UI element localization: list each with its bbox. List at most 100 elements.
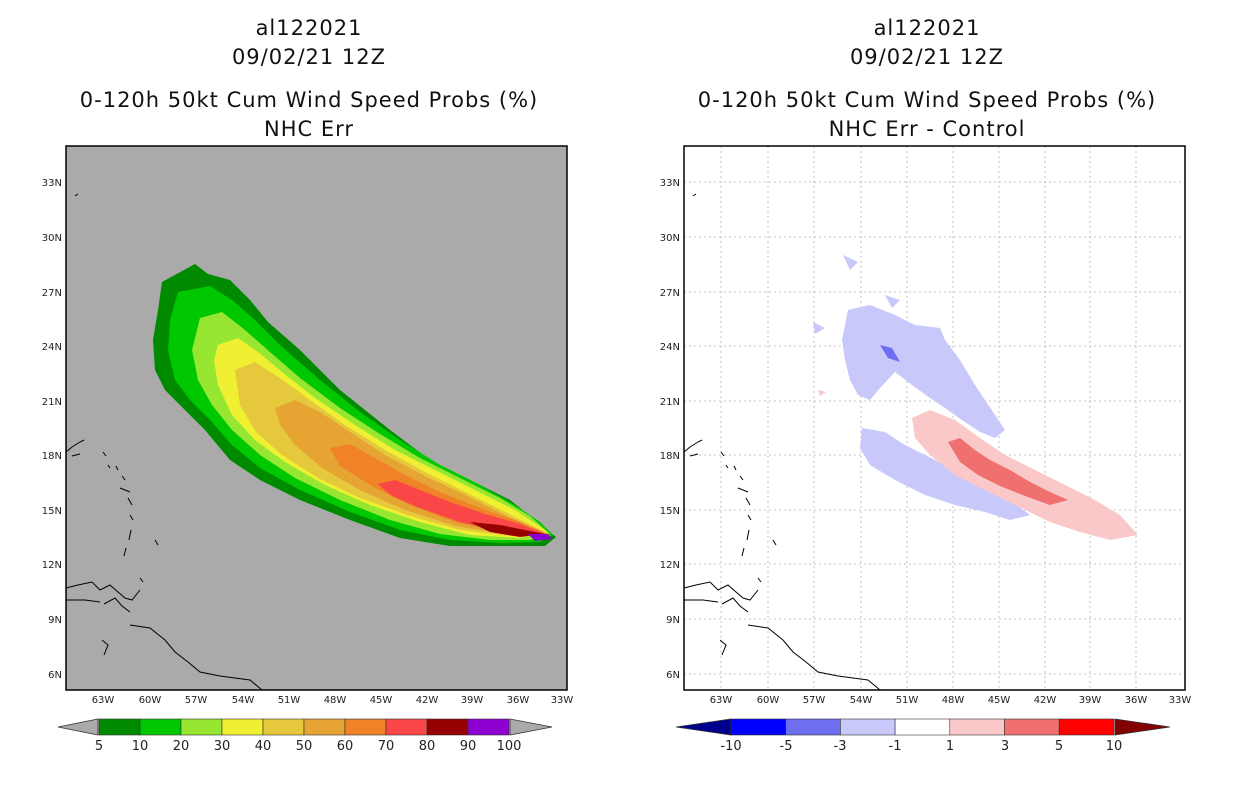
- left-colorbar: 5 10 20 30 40 50 60 70 80 90 100: [57, 718, 553, 754]
- right-colorbar-swatch: [1058, 718, 1115, 736]
- right-lon-label: 54W: [850, 695, 873, 706]
- diff-neg-1: [843, 255, 858, 270]
- left-lat-label: 9N: [48, 615, 62, 626]
- left-axis-ticks: 63W 60W 57W 54W 51W 48W 45W 42W 39W 36W …: [42, 178, 574, 706]
- left-colorbar-label: 70: [378, 739, 395, 754]
- right-colorbar-label: -10: [720, 739, 741, 754]
- diff-pos-1: [912, 410, 1138, 540]
- left-colorbar-swatch: [98, 718, 141, 736]
- right-colorbar-swatch: [949, 718, 1005, 736]
- left-colorbar-under-arrow: [57, 718, 99, 736]
- left-product-title: 0-120h 50kt Cum Wind Speed Probs (%): [79, 88, 539, 112]
- left-colorbar-label: 10: [132, 739, 149, 754]
- left-colorbar-swatch: [262, 718, 305, 736]
- left-lon-label: 60W: [139, 695, 162, 706]
- right-coastlines: [683, 193, 881, 691]
- prob-60: [330, 444, 548, 534]
- left-datetime: 09/02/21 12Z: [231, 45, 387, 69]
- right-colorbar-swatch: [840, 718, 896, 736]
- left-map-frame: [65, 145, 568, 691]
- right-lat-label: 27N: [660, 288, 680, 299]
- right-colorbar-swatch: [894, 718, 951, 736]
- right-lon-label: 36W: [1125, 695, 1148, 706]
- left-colorbar-swatch: [344, 718, 387, 736]
- left-lat-label: 30N: [42, 233, 62, 244]
- right-lat-label: 24N: [660, 342, 680, 353]
- left-colorbar-swatch: [303, 718, 346, 736]
- right-colorbar-label: -5: [780, 739, 793, 754]
- right-lon-label: 33W: [1169, 695, 1192, 706]
- left-colorbar-label: 100: [497, 739, 522, 754]
- left-colorbar-label: 40: [255, 739, 272, 754]
- right-lat-label: 9N: [666, 615, 680, 626]
- left-colorbar-swatch: [426, 718, 469, 736]
- left-colorbar-label: 5: [95, 739, 103, 754]
- left-map: 63W 60W 57W 54W 51W 48W 45W 42W 39W 36W …: [42, 145, 574, 754]
- right-map: 63W 60W 57W 54W 51W 48W 45W 42W 39W 36W …: [660, 145, 1192, 754]
- right-storm-id: al122021: [873, 16, 981, 40]
- prob-80: [470, 522, 545, 537]
- right-lat-label: 30N: [660, 233, 680, 244]
- left-colorbar-swatch: [467, 718, 510, 736]
- right-lon-label: 60W: [757, 695, 780, 706]
- right-lat-label: 12N: [660, 560, 680, 571]
- right-lon-label: 39W: [1079, 695, 1102, 706]
- right-lon-label: 48W: [942, 695, 965, 706]
- left-lat-label: 15N: [42, 506, 62, 517]
- right-colorbar-over-arrow: [1114, 718, 1171, 736]
- left-colorbar-label: 50: [296, 739, 313, 754]
- left-lon-label: 33W: [551, 695, 574, 706]
- left-colorbar-label: 80: [419, 739, 436, 754]
- prob-90: [528, 534, 552, 541]
- prob-30: [214, 338, 548, 538]
- left-lon-label: 51W: [278, 695, 301, 706]
- right-subtitle: NHC Err - Control: [828, 117, 1026, 141]
- left-lon-label: 63W: [92, 695, 115, 706]
- right-lon-label: 45W: [988, 695, 1011, 706]
- right-colorbar-under-arrow: [675, 718, 732, 736]
- right-lat-label: 6N: [666, 670, 680, 681]
- right-axis-ticks: 63W 60W 57W 54W 51W 48W 45W 42W 39W 36W …: [660, 178, 1192, 706]
- right-lon-label: 51W: [896, 695, 919, 706]
- left-lat-label: 6N: [48, 670, 62, 681]
- left-lon-label: 57W: [185, 695, 208, 706]
- left-lat-label: 27N: [42, 288, 62, 299]
- left-lat-label: 18N: [42, 451, 62, 462]
- right-colorbar-label: 1: [946, 739, 954, 754]
- right-lat-label: 21N: [660, 397, 680, 408]
- prob-50: [275, 400, 545, 534]
- right-lon-label: 57W: [803, 695, 826, 706]
- right-lat-label: 33N: [660, 178, 680, 189]
- right-lon-label: 63W: [710, 695, 733, 706]
- left-colorbar-label: 60: [337, 739, 354, 754]
- right-colorbar: -10 -5 -3 -1 1 3 5 10: [675, 718, 1171, 754]
- left-coastlines: [65, 193, 263, 691]
- left-lat-label: 21N: [42, 397, 62, 408]
- left-lat-label: 33N: [42, 178, 62, 189]
- right-colorbar-label: 3: [1001, 739, 1009, 754]
- prob-40: [235, 362, 545, 536]
- right-lon-label: 42W: [1034, 695, 1057, 706]
- diff-pos-3: [948, 438, 1068, 505]
- left-probability-contours: [153, 264, 556, 546]
- right-colorbar-label: -1: [889, 739, 902, 754]
- left-lon-label: 36W: [507, 695, 530, 706]
- left-colorbar-swatch: [221, 718, 264, 736]
- left-colorbar-swatch: [385, 718, 428, 736]
- right-colorbar-swatch: [730, 718, 787, 736]
- diff-neg-1: [813, 322, 825, 334]
- right-colorbar-swatch: [1004, 718, 1060, 736]
- diff-neg-1: [842, 305, 1005, 438]
- right-lat-label: 15N: [660, 506, 680, 517]
- left-colorbar-label: 20: [173, 739, 190, 754]
- diff-pos-1: [818, 390, 826, 396]
- left-storm-id: al122021: [255, 16, 363, 40]
- left-colorbar-over-arrow: [509, 718, 553, 736]
- left-subtitle: NHC Err: [263, 117, 354, 141]
- prob-70: [378, 480, 550, 536]
- left-colorbar-swatch: [139, 718, 182, 736]
- left-lon-label: 42W: [416, 695, 439, 706]
- right-colorbar-swatch: [785, 718, 841, 736]
- right-colorbar-label: 5: [1055, 739, 1063, 754]
